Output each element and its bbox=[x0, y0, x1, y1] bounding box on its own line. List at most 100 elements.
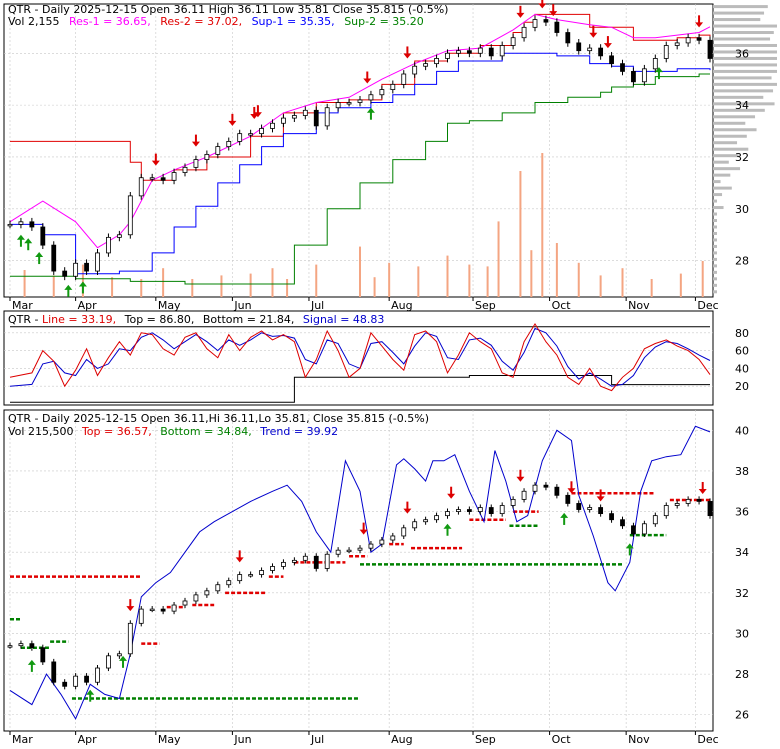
trend-candle-body bbox=[313, 555, 319, 569]
sell-arrow-icon-head bbox=[403, 53, 412, 59]
volume-profile-bar bbox=[713, 31, 774, 35]
volume-bar bbox=[497, 221, 500, 297]
price-candle-body bbox=[477, 47, 483, 54]
price-candle-body bbox=[631, 71, 636, 83]
price-candle-body bbox=[324, 107, 330, 127]
volume-bar bbox=[286, 279, 289, 297]
sell-arrow-icon-head bbox=[403, 508, 412, 514]
price-candle-body bbox=[652, 58, 658, 70]
trend-panel-y-ticks: 26 28 30 32 34 36 38 40 bbox=[735, 424, 749, 721]
trend-candle-body bbox=[390, 535, 396, 541]
sell-arrow-icon bbox=[126, 599, 135, 612]
trend-candle-body bbox=[663, 505, 669, 517]
volume-profile-bar bbox=[713, 199, 717, 203]
trend-candle-body bbox=[554, 486, 560, 496]
stoch-prefix: QTR - bbox=[8, 313, 42, 326]
price-candle-body bbox=[379, 89, 385, 96]
price-candle-body bbox=[149, 177, 155, 180]
trend-panel-frame bbox=[3, 409, 714, 732]
price-candle-body bbox=[609, 55, 614, 65]
price-candle-body bbox=[116, 234, 122, 238]
trend-month-tick-label: May bbox=[158, 733, 181, 745]
sell-arrow-icon bbox=[235, 550, 244, 563]
trend-candle-body bbox=[248, 574, 254, 577]
price-candle-body bbox=[346, 102, 352, 105]
volume-profile-bar bbox=[713, 50, 777, 54]
sell-arrow-icon-head bbox=[151, 160, 160, 166]
volume-bar bbox=[530, 250, 533, 297]
trend-candle-body bbox=[193, 594, 199, 602]
volume-profile-bar bbox=[713, 108, 765, 112]
sell-arrow-icon-head bbox=[235, 557, 244, 563]
volume-bar bbox=[271, 268, 274, 297]
price-candle-body bbox=[696, 37, 702, 41]
volume-profile-bar bbox=[713, 147, 749, 151]
price-candle-body bbox=[138, 177, 144, 197]
trend-candle-body bbox=[357, 547, 363, 551]
volume-profile-bar bbox=[713, 102, 775, 106]
buy-arrow-icon bbox=[119, 655, 128, 668]
buy-arrow-icon-head bbox=[27, 659, 36, 665]
trend-candle-body bbox=[609, 513, 614, 521]
trend-month-tick-label: Jul bbox=[310, 733, 324, 745]
volume-profile-bar bbox=[713, 270, 717, 274]
month-tick-label: Nov bbox=[628, 299, 650, 312]
volume-profile-bar bbox=[713, 277, 717, 281]
price-candle-body bbox=[707, 39, 713, 59]
trend-candle-body bbox=[685, 498, 691, 504]
trend-candle-body bbox=[226, 580, 232, 586]
trend-candle-body bbox=[434, 515, 439, 521]
volume-bar bbox=[650, 279, 653, 297]
volume-bar bbox=[541, 153, 544, 297]
volume-bar bbox=[555, 243, 558, 297]
sell-arrow-icon-head bbox=[589, 32, 598, 38]
month-tick-label: Sep bbox=[475, 299, 496, 312]
sell-arrow-icon-head bbox=[549, 11, 558, 17]
volume-bar bbox=[81, 264, 84, 297]
stochastic-panel-frame bbox=[3, 310, 714, 406]
month-tick-label: Jun bbox=[233, 299, 251, 312]
month-tick-label: May bbox=[158, 299, 181, 312]
buy-arrow-icon bbox=[24, 238, 33, 251]
price-panel-y-ticks: 28 30 32 34 36 bbox=[735, 47, 749, 267]
trend-candle-body bbox=[259, 570, 264, 575]
volume-bar bbox=[679, 273, 682, 297]
sell-arrow-icon bbox=[403, 501, 412, 514]
trend-candle-body bbox=[127, 622, 133, 655]
month-tick-label: Mar bbox=[12, 299, 33, 312]
trend-candle-body bbox=[7, 645, 13, 648]
sell-arrow-icon-head bbox=[695, 22, 704, 28]
price-panel-lines bbox=[9, 13, 711, 285]
price-y-tick-label: 34 bbox=[735, 99, 749, 112]
volume-profile-bar bbox=[713, 89, 774, 93]
volume-profile bbox=[713, 5, 777, 294]
price-candle-body bbox=[565, 32, 571, 44]
trend-y-tick-label: 34 bbox=[735, 546, 749, 559]
volume-profile-bar bbox=[713, 160, 729, 164]
trend-candle-body bbox=[598, 507, 604, 515]
buy-arrow-icon-head bbox=[119, 655, 128, 661]
month-tick-label: Oct bbox=[552, 299, 572, 312]
sell-arrow-icon bbox=[603, 36, 612, 49]
trend-y-tick-label: 40 bbox=[735, 424, 749, 437]
price-legend-line2: Vol 2,155 Res-1 = 36.65, Res-2 = 37.02, … bbox=[8, 15, 424, 28]
stoch-bottom-band bbox=[10, 375, 710, 403]
price-candle-body bbox=[466, 50, 472, 54]
volume-profile-bar bbox=[713, 173, 731, 177]
trend-candle-body bbox=[696, 498, 702, 502]
sell-arrow-icon-head bbox=[359, 529, 368, 535]
buy-arrow-icon bbox=[86, 689, 95, 702]
volume-profile-bar bbox=[713, 18, 761, 22]
trend-candle-body bbox=[401, 527, 407, 537]
stoch-signal-label: Signal = 48.83 bbox=[303, 313, 385, 326]
trend-bottom-label: Bottom = 34.84, bbox=[160, 425, 252, 438]
volume-profile-bar bbox=[713, 167, 741, 171]
price-candle-body bbox=[368, 94, 374, 101]
res2-label: Res-2 = 37.02, bbox=[160, 15, 242, 28]
price-candle-body bbox=[663, 45, 669, 59]
price-candle-body bbox=[554, 21, 560, 33]
sell-arrow-icon bbox=[253, 105, 262, 118]
trend-candle-body bbox=[510, 498, 516, 506]
trend-panel-arrows bbox=[27, 469, 707, 702]
stochastic-panel-grid bbox=[4, 332, 713, 387]
